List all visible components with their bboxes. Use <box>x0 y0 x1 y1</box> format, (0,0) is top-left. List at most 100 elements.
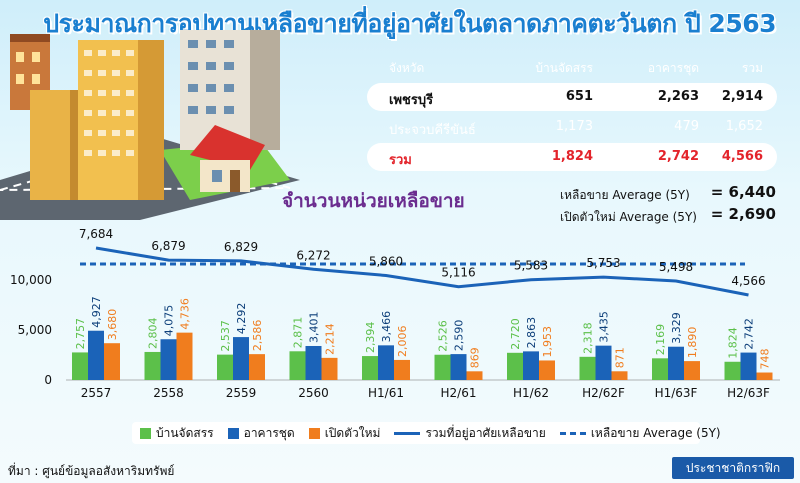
average-number: 6,440 <box>728 183 776 201</box>
bar <box>249 354 265 380</box>
bar-data-label: 871 <box>614 347 627 368</box>
bar-data-label: 869 <box>469 347 482 368</box>
bar-data-label: 748 <box>759 349 772 370</box>
title-bar: ประมาณการอุปทานเหลือขายที่อยู่อาศัยในตลา… <box>0 0 800 48</box>
bar-data-label: 3,401 <box>308 311 321 343</box>
table-row-total: รวม 1,824 2,742 4,566 <box>367 143 777 171</box>
averages-box: เหลือขาย Average (5Y) = 6,440 เปิดตัวใหม… <box>560 183 790 227</box>
bar-data-label: 2,214 <box>324 323 337 355</box>
legend-label: รวมที่อยู่อาศัยเหลือขาย <box>425 425 546 440</box>
cell-house: 1,824 <box>551 149 593 164</box>
bar <box>88 330 104 380</box>
cell-province: รวม <box>389 153 412 168</box>
legend-marker <box>308 427 320 439</box>
line-data-label: 6,879 <box>151 239 185 253</box>
bar-data-label: 2,394 <box>364 322 377 354</box>
bar-data-label: 2,526 <box>437 320 450 352</box>
header-house: บ้านจัดสรร <box>535 61 593 75</box>
bar <box>362 356 378 380</box>
x-tick-label: H2/62F <box>582 386 625 400</box>
line-data-label: 6,829 <box>224 240 258 254</box>
line-data-label: 7,684 <box>79 227 113 241</box>
bar-data-label: 2,757 <box>74 318 87 350</box>
province-table: จังหวัด บ้านจัดสรร อาคารชุด รวม เพชรบุรี… <box>367 53 777 173</box>
source-note: ที่มา : ศูนย์ข้อมูลอสังหาริมทรัพย์ <box>8 464 175 478</box>
bar <box>507 352 523 380</box>
legend-item: รวมที่อยู่อาศัยเหลือขาย <box>394 424 546 443</box>
bar <box>378 345 394 380</box>
bar-data-label: 3,435 <box>598 311 611 343</box>
bar <box>539 360 555 380</box>
header-condo: อาคารชุด <box>647 61 699 75</box>
bar-data-label: 2,804 <box>147 317 160 349</box>
bar <box>523 351 539 380</box>
x-tick-label: 2560 <box>298 386 329 400</box>
header-province: จังหวัด <box>389 61 425 75</box>
average-eq: = <box>710 183 724 201</box>
unsold-units-chart: 10,000 5,000 0 7,684 6,879 6,829 6,272 5,860 5,1… <box>10 227 780 400</box>
cell-condo: 479 <box>674 119 699 134</box>
bar-data-label: 2,318 <box>582 322 595 354</box>
bar-data-label: 4,927 <box>90 296 103 328</box>
line-data-label: 5,498 <box>659 260 693 274</box>
total-unsold-line <box>95 246 749 297</box>
chart-subtitle: จำนวนหน่วยเหลือขาย <box>282 190 465 212</box>
bar <box>466 371 483 380</box>
bar <box>579 356 596 380</box>
bar <box>305 345 322 380</box>
average-row: เหลือขาย Average (5Y) = 6,440 <box>560 183 790 205</box>
cell-house: 1,173 <box>555 119 593 134</box>
average-label: เหลือขาย Average (5Y) <box>560 188 690 202</box>
bar <box>160 339 177 380</box>
average-eq: = <box>710 205 724 223</box>
legend-label: เหลือขาย Average (5Y) <box>590 425 721 440</box>
table-row: เพชรบุรี 651 2,263 2,914 <box>367 83 777 111</box>
legend-label: เปิดตัวใหม่ <box>324 425 381 440</box>
bar-data-label: 2,169 <box>654 324 667 356</box>
average-number: 2,690 <box>728 205 776 223</box>
bar-data-label: 4,736 <box>179 298 192 330</box>
line-data-label: 5,860 <box>369 254 403 268</box>
y-tick-label: 10,000 <box>10 273 52 287</box>
legend-item: เปิดตัวใหม่ <box>308 424 381 443</box>
bar <box>611 371 628 380</box>
legend-marker <box>559 431 586 435</box>
legend-label: บ้านจัดสรร <box>156 425 214 440</box>
average-label: เปิดตัวใหม่ Average (5Y) <box>560 210 697 224</box>
legend-marker <box>227 427 239 439</box>
line-data-label: 4,566 <box>731 274 765 288</box>
bar-data-label: 3,466 <box>380 311 393 343</box>
bar-data-label: 2,720 <box>509 318 522 350</box>
bar-data-label: 3,329 <box>670 312 683 344</box>
x-tick-label: H1/61 <box>368 386 404 400</box>
line-data-label: 5,753 <box>586 256 620 270</box>
y-tick-label: 5,000 <box>18 323 52 337</box>
table-row: ประจวบคีรีขันธ์ 1,173 479 1,652 <box>367 113 777 141</box>
bar <box>756 372 773 380</box>
bar-data-label: 1,890 <box>686 327 699 359</box>
bar-data-label: 1,824 <box>727 327 740 359</box>
bar-data-label: 4,075 <box>163 305 176 337</box>
bar <box>72 352 88 380</box>
bar-data-label: 2,537 <box>219 320 232 352</box>
average-value: = 6,440 <box>711 183 776 201</box>
x-tick-label: 2557 <box>81 386 112 400</box>
bar <box>144 351 161 380</box>
legend-marker <box>140 427 151 439</box>
x-tick-label: H1/62 <box>513 386 549 400</box>
bar-data-label: 2,586 <box>251 320 264 352</box>
chart-legend: บ้านจัดสรร อาคารชุด เปิดตัวใหม่ รวมที่อยู่อ… <box>132 422 721 444</box>
bar-data-label: 2,590 <box>453 320 466 352</box>
average-row: เปิดตัวใหม่ Average (5Y) = 2,690 <box>560 205 790 227</box>
bar <box>684 361 700 380</box>
legend-item: บ้านจัดสรร <box>140 424 214 443</box>
line-data-label: 5,116 <box>441 266 475 280</box>
bar <box>450 354 467 380</box>
bar <box>176 332 193 380</box>
legend-item: อาคารชุด <box>227 424 295 443</box>
bar-data-label: 4,292 <box>235 303 248 335</box>
bar-data-label: 1,953 <box>541 326 554 358</box>
table-header: จังหวัด บ้านจัดสรร อาคารชุด รวม <box>367 53 777 81</box>
cell-condo: 2,263 <box>657 89 699 104</box>
bar <box>434 354 451 380</box>
